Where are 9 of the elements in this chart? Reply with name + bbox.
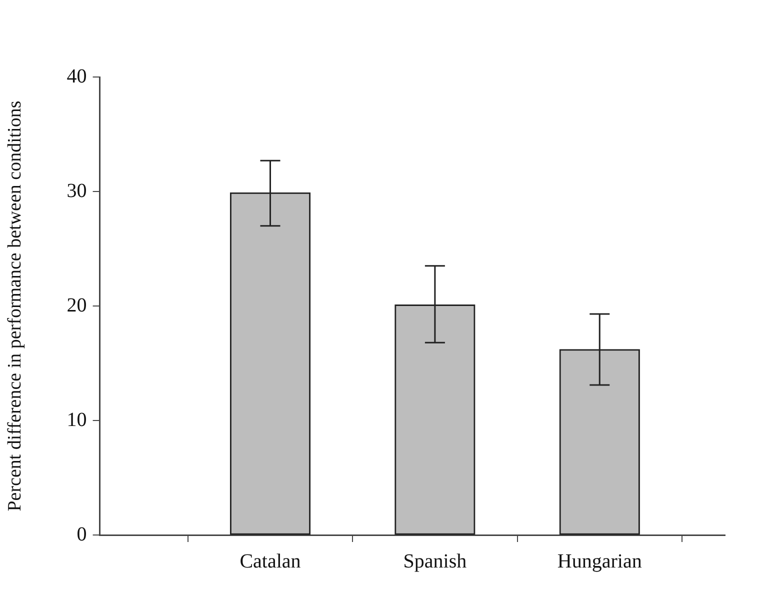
y-tick-label: 20 [66,294,87,316]
y-tick-label: 0 [76,523,87,546]
x-tick-label: Hungarian [557,550,642,572]
x-tick-label: Catalan [240,550,301,572]
y-axis-title: Percent difference in performance between conditions [4,100,26,512]
x-tick-label: Spanish [403,550,467,572]
y-tick-label: 40 [66,65,87,88]
y-tick-label: 30 [66,180,87,202]
y-tick-label: 10 [66,408,87,431]
